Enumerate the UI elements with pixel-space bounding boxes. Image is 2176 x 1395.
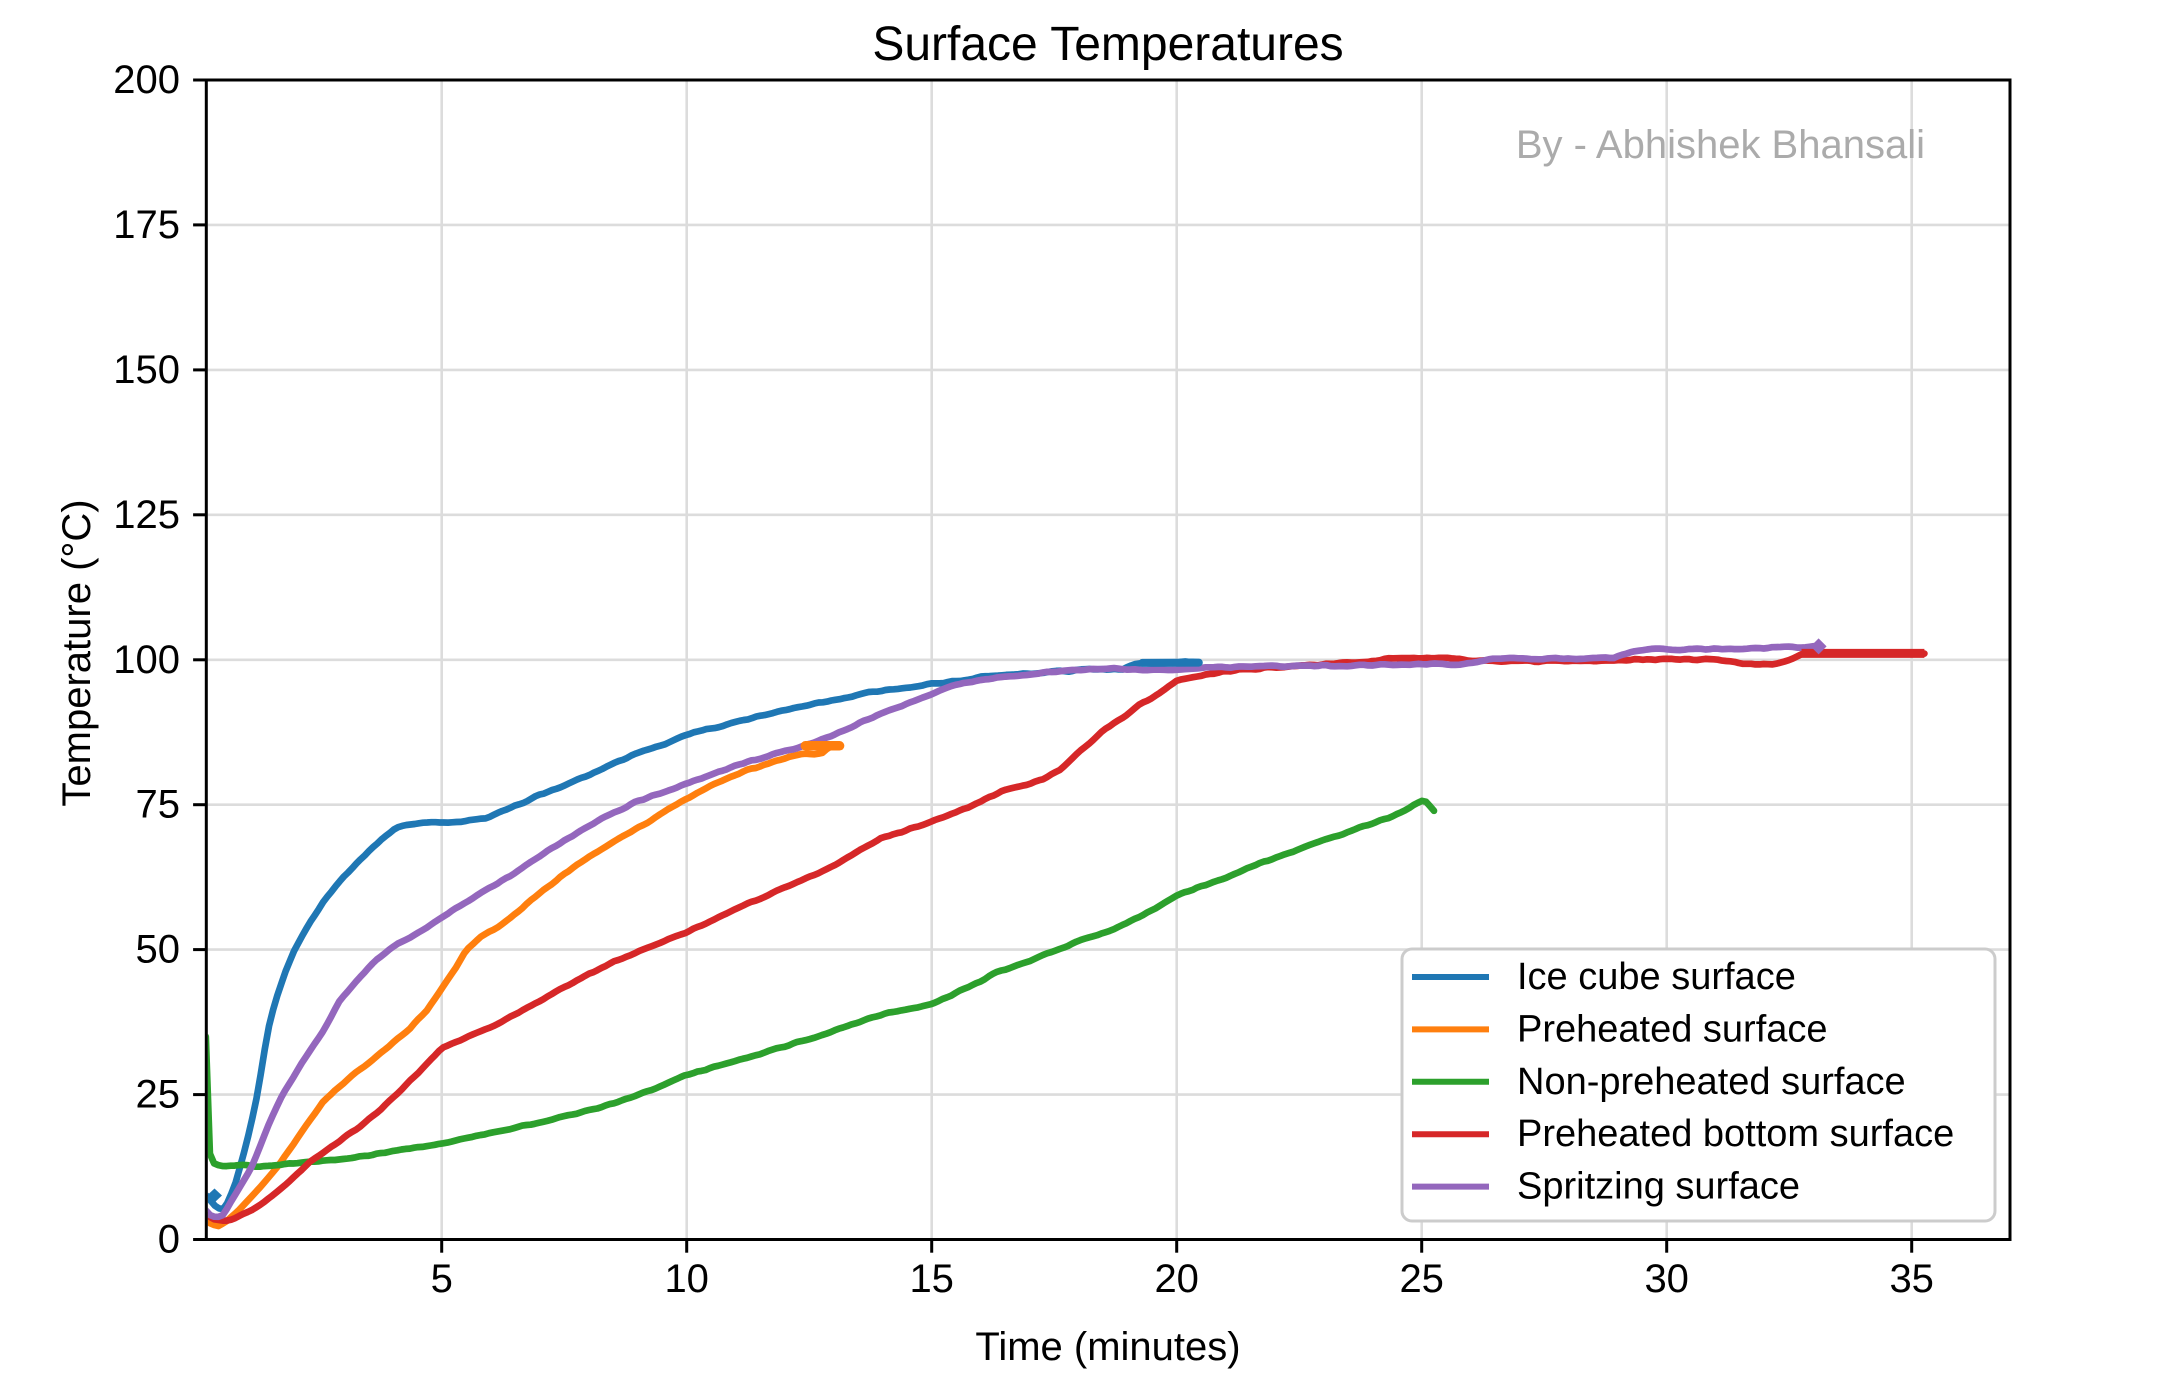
svg-text:Spritzing surface: Spritzing surface — [1517, 1166, 1800, 1208]
svg-text:0: 0 — [158, 1218, 180, 1262]
svg-text:25: 25 — [1399, 1257, 1444, 1301]
svg-text:Preheated bottom surface: Preheated bottom surface — [1517, 1113, 1954, 1155]
svg-text:50: 50 — [136, 928, 181, 972]
svg-text:By - Abhishek Bhansali: By - Abhishek Bhansali — [1516, 123, 1925, 167]
svg-text:175: 175 — [113, 203, 180, 247]
svg-text:Surface Temperatures: Surface Temperatures — [872, 18, 1343, 71]
svg-text:100: 100 — [113, 638, 180, 682]
svg-text:Time (minutes): Time (minutes) — [975, 1325, 1240, 1369]
svg-text:150: 150 — [113, 348, 180, 392]
svg-text:35: 35 — [1889, 1257, 1934, 1301]
svg-text:5: 5 — [431, 1257, 453, 1301]
svg-text:15: 15 — [909, 1257, 954, 1301]
svg-text:Non-preheated surface: Non-preheated surface — [1517, 1061, 1906, 1103]
svg-text:30: 30 — [1644, 1257, 1689, 1301]
svg-text:Ice cube surface: Ice cube surface — [1517, 956, 1796, 998]
svg-text:Temperature (°C): Temperature (°C) — [55, 499, 99, 806]
svg-text:10: 10 — [664, 1257, 709, 1301]
svg-text:200: 200 — [113, 58, 180, 102]
svg-text:20: 20 — [1154, 1257, 1199, 1301]
svg-text:125: 125 — [113, 493, 180, 537]
svg-text:75: 75 — [136, 783, 181, 827]
svg-text:Preheated surface: Preheated surface — [1517, 1008, 1828, 1050]
svg-text:25: 25 — [136, 1073, 181, 1117]
